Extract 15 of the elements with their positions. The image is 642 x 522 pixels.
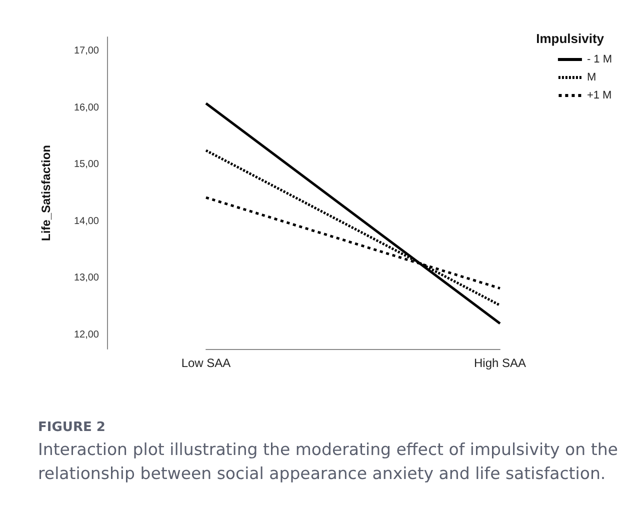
legend-label: - 1 M	[586, 54, 612, 66]
caption: FIGURE 2	[38, 420, 106, 435]
y-axis-title: Life_Satisfaction	[39, 144, 53, 242]
y-tick-label: 12,00	[74, 329, 100, 340]
x-tick-label: High SAA	[474, 356, 526, 370]
y-tick-label: 17,00	[74, 46, 100, 57]
legend-label: +1 M	[586, 90, 612, 102]
y-tick-label: 15,00	[74, 159, 100, 170]
legend-title: Impulsivity	[536, 31, 605, 46]
y-tick-label: 16,00	[74, 102, 100, 114]
x-tick-label: Low SAA	[181, 356, 231, 370]
y-tick-label: 13,00	[74, 272, 100, 284]
y-tick-label: 14,00	[74, 216, 100, 227]
legend-label: M	[586, 72, 596, 84]
text: Interaction plot illustrating the moderating effect of impulsivity on the relationship between social appearance anxiety and life satisfaction.	[38, 439, 618, 485]
